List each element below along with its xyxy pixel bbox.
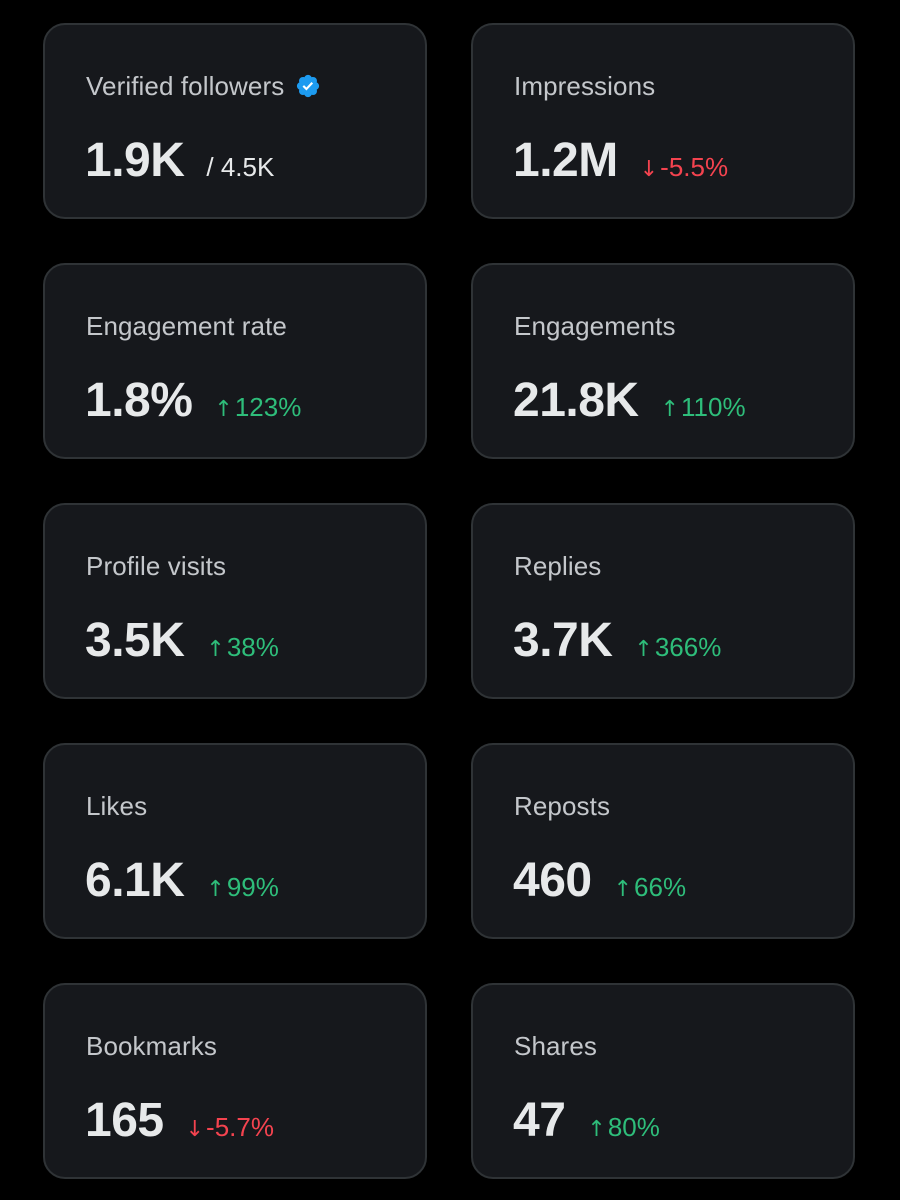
metric-value-row: 3.7K ↑ 366% <box>513 613 721 668</box>
metric-change-value: 66% <box>634 872 687 902</box>
arrow-up-icon: ↑ <box>206 877 225 902</box>
metric-value: 1.9K <box>85 134 185 187</box>
metric-change-value: -5.7% <box>206 1112 274 1142</box>
metric-label-row: Bookmarks <box>86 1029 217 1063</box>
metric-card-replies[interactable]: Replies 3.7K ↑ 366% <box>471 503 855 699</box>
metric-label: Verified followers <box>86 70 285 101</box>
metric-change: ↓ -5.5% <box>640 152 728 183</box>
metric-label: Shares <box>514 1030 597 1061</box>
metric-value: 47 <box>513 1094 566 1147</box>
metric-value: 21.8K <box>513 374 639 427</box>
metric-card-likes[interactable]: Likes 6.1K ↑ 99% <box>43 743 427 939</box>
arrow-up-icon: ↑ <box>634 637 653 662</box>
arrow-up-icon: ↑ <box>613 877 633 902</box>
metric-change: ↑ 366% <box>634 632 721 663</box>
metric-label: Reposts <box>514 790 611 821</box>
metric-change-value: 110% <box>681 392 746 422</box>
arrow-up-icon: ↑ <box>206 637 225 662</box>
metric-card-verified-followers[interactable]: Verified followers 1.9K / 4.5K <box>43 23 427 219</box>
metric-value: 1.8% <box>85 374 193 427</box>
metric-value-row: 1.9K / 4.5K <box>85 133 274 188</box>
arrow-up-icon: ↑ <box>214 397 233 422</box>
metric-change: ↑ 123% <box>214 392 301 423</box>
metric-value-row: 1.2M ↓ -5.5% <box>513 133 728 188</box>
metric-change-value: 366% <box>654 632 722 662</box>
metric-change: ↓ -5.7% <box>186 1112 274 1143</box>
metric-value: 165 <box>85 1094 164 1147</box>
metric-change: ↑ 66% <box>614 872 686 903</box>
metric-change-value: -5.5% <box>660 152 729 182</box>
metric-value-row: 21.8K ↑ 110% <box>513 373 746 428</box>
metric-change-value: 99% <box>226 872 279 902</box>
metric-value-row: 6.1K ↑ 99% <box>85 853 279 908</box>
metric-value-row: 460 ↑ 66% <box>513 853 686 908</box>
metric-card-engagement-rate[interactable]: Engagement rate 1.8% ↑ 123% <box>43 263 427 459</box>
metric-label-row: Profile visits <box>86 549 226 583</box>
arrow-up-icon: ↑ <box>587 1117 606 1142</box>
metric-label: Replies <box>514 550 602 581</box>
arrow-down-icon: ↓ <box>185 1117 205 1142</box>
metric-label: Profile visits <box>86 550 227 581</box>
metric-label: Likes <box>86 790 148 821</box>
metric-value: 1.2M <box>513 134 618 187</box>
metric-value: 6.1K <box>85 854 185 907</box>
metric-card-shares[interactable]: Shares 47 ↑ 80% <box>471 983 855 1179</box>
metric-change-value: 38% <box>226 632 279 662</box>
metric-label: Engagement rate <box>86 310 287 341</box>
metric-label-row: Likes <box>86 789 147 823</box>
metric-label-row: Impressions <box>514 69 655 103</box>
metric-label: Bookmarks <box>86 1030 217 1061</box>
metric-card-reposts[interactable]: Reposts 460 ↑ 66% <box>471 743 855 939</box>
verified-badge-icon <box>295 73 321 99</box>
metric-value-row: 3.5K ↑ 38% <box>85 613 279 668</box>
metric-card-engagements[interactable]: Engagements 21.8K ↑ 110% <box>471 263 855 459</box>
metric-card-impressions[interactable]: Impressions 1.2M ↓ -5.5% <box>471 23 855 219</box>
metric-value-row: 47 ↑ 80% <box>513 1093 660 1148</box>
metric-value-row: 165 ↓ -5.7% <box>85 1093 274 1148</box>
metric-change: ↑ 110% <box>661 392 746 423</box>
metric-value: 3.7K <box>513 614 613 667</box>
metric-label-row: Verified followers <box>86 69 321 103</box>
metric-value: 460 <box>513 854 592 907</box>
arrow-up-icon: ↑ <box>660 397 680 422</box>
metric-change: ↑ 99% <box>206 872 278 903</box>
metric-label-row: Shares <box>514 1029 597 1063</box>
metric-label: Engagements <box>514 310 676 341</box>
metric-change: ↑ 38% <box>206 632 278 663</box>
metric-change-value: 123% <box>234 392 302 422</box>
metric-label-row: Engagements <box>514 309 676 343</box>
metric-label-row: Replies <box>514 549 601 583</box>
metric-value: 3.5K <box>85 614 185 667</box>
metric-value-row: 1.8% ↑ 123% <box>85 373 301 428</box>
metric-change: ↑ 80% <box>587 1112 659 1143</box>
arrow-down-icon: ↓ <box>639 157 659 182</box>
metric-total: / 4.5K <box>206 152 275 182</box>
metric-card-profile-visits[interactable]: Profile visits 3.5K ↑ 38% <box>43 503 427 699</box>
metric-change-value: 80% <box>607 1112 660 1142</box>
metric-label-row: Engagement rate <box>86 309 287 343</box>
metric-card-bookmarks[interactable]: Bookmarks 165 ↓ -5.7% <box>43 983 427 1179</box>
metric-label: Impressions <box>514 70 656 101</box>
metric-label-row: Reposts <box>514 789 610 823</box>
